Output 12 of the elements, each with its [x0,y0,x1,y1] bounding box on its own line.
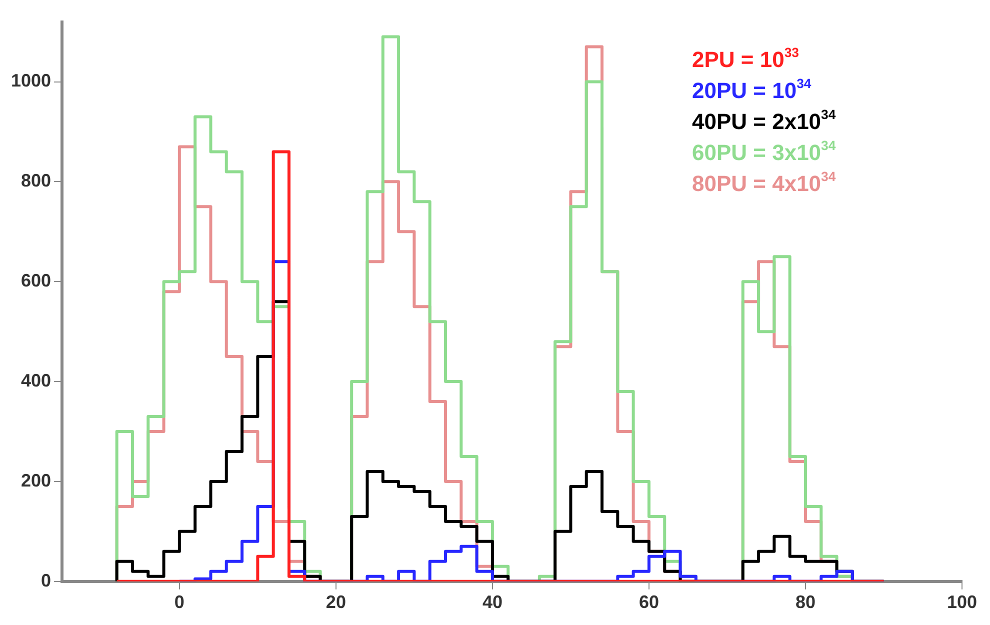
y-tick-label: 0 [41,570,52,590]
x-tick-label: 0 [174,592,184,612]
y-tick-label: 800 [20,170,52,191]
y-tick-label: 600 [20,270,52,291]
x-tick-label: 100 [946,592,978,612]
y-tick-label: 1000 [10,70,52,91]
x-tick-label: 80 [795,592,816,612]
x-tick-label: 60 [638,592,659,612]
y-tick-label: 200 [20,470,52,490]
x-tick-label: 20 [326,592,346,612]
y-tick-label: 400 [20,370,52,391]
x-tick-label: 40 [482,592,502,612]
